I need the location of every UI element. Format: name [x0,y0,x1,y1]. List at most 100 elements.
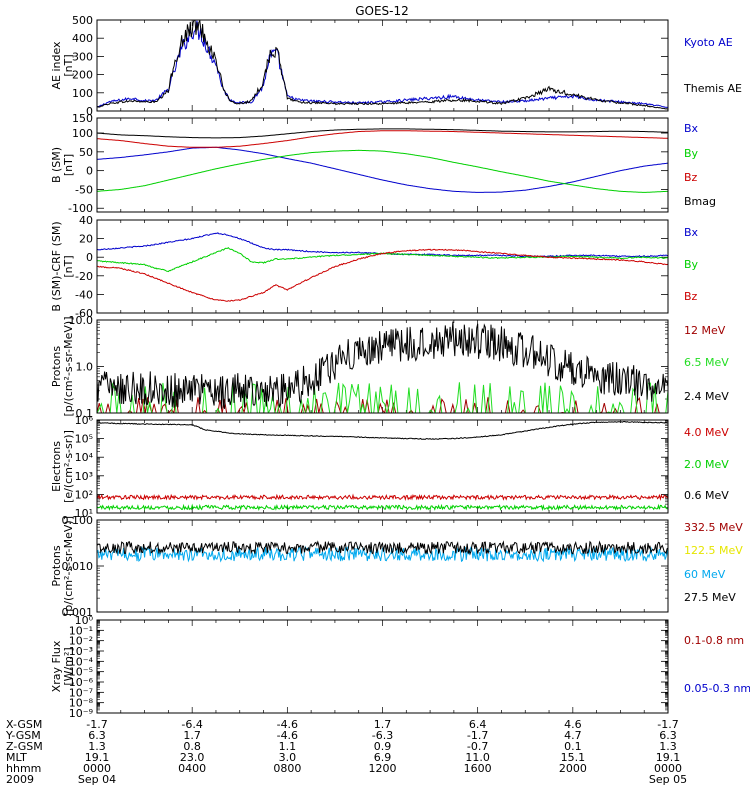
legend-entry: 122.5 MeV [684,544,743,557]
ephemeris-row-label: Z-GSM [6,740,43,753]
y-axis-label: Xray Flux[W/m²] [50,640,75,692]
panel-ae: 0 100 200 300 400 500 AE index[nT] Kyoto AE Them… [50,14,742,118]
ephemeris-cell: -1.7 [467,729,488,742]
y-tick-label: 0.001 [62,606,94,619]
panel-bd: -60 -40 -20 0 20 40 B (SM)-CRF (SM)[nT] Bx By Bz [50,214,699,320]
legend-entry: Kyoto AE [684,36,733,49]
legend-entry: 6.5 MeV [684,356,729,369]
ephemeris-cell: 1.7 [183,729,201,742]
series-bx-line [97,146,668,193]
ephemeris-row-label: Y-GSM [5,729,41,742]
panel-xray: 10⁻⁹10⁻⁸10⁻⁷10⁻⁶10⁻⁵10⁻⁴10⁻³10⁻²10⁻¹10⁰X… [50,614,750,720]
y-tick-label: 40 [79,214,93,227]
ephemeris-cell: 3.0 [279,751,297,764]
y-tick-label: 50 [79,146,93,159]
y-axis-label: Protons[p/(cm²-s-sr-MeV)] [50,317,75,417]
ephemeris-row-label: 2009 [6,773,34,786]
y-tick-label: -20 [75,270,93,283]
legend-entry: 12 MeV [684,324,726,337]
series-0-6-mev-line [97,420,668,440]
y-tick-label: 10⁵ [75,433,93,446]
y-tick-label: 10⁰ [75,614,94,627]
chart-title: GOES-12 [355,4,409,18]
y-tick-label: 0.010 [62,560,94,573]
ephemeris-cell: -0.7 [467,740,488,753]
ephemeris-cell: 15.1 [561,751,586,764]
y-tick-label: 10.0 [69,314,94,327]
ephemeris-cell: 1.3 [88,740,106,753]
legend-entry: 27.5 MeV [684,591,736,604]
panel-b: -100 -50 0 50 100 150 B (SM)[nT] Bx By Bz Bmag [50,112,716,215]
ephemeris-cell: 4.7 [564,729,582,742]
y-tick-label: 0.1 [76,407,94,420]
y-tick-label: 0.100 [62,514,94,527]
legend-entry: Bz [684,290,698,303]
y-tick-label: 10² [75,488,93,501]
panel-protons_high: 0.001 0.010 0.100Protons[p/(cm²-s-sr-MeV)]… [50,514,743,619]
legend-entry: Bx [684,226,699,239]
ephemeris-cell: 0000 [83,762,111,775]
y-tick-label: 400 [72,32,93,45]
ephemeris-cell: 0000 [654,762,682,775]
ephemeris-cell: 1.1 [279,740,297,753]
ephemeris-cell: 11.0 [465,751,490,764]
y-tick-label: 10⁴ [75,451,94,464]
ephemeris-cell: 19.1 [85,751,110,764]
y-tick-label: 1.0 [76,361,94,374]
y-tick-label: 10⁻⁶ [69,676,94,689]
ephemeris-cell: 6.9 [374,751,392,764]
y-tick-label: 10⁻⁷ [69,686,93,699]
ephemeris-cell: 19.1 [656,751,681,764]
legend-entry: 60 MeV [684,568,726,581]
ephemeris-cell: Sep 04 [78,773,116,786]
legend-entry: Bz [684,171,698,184]
y-tick-label: 10⁻⁹ [69,707,93,720]
ephemeris-cell: 1200 [369,762,397,775]
panel-frame [96,519,669,613]
ephemeris-cell: 4.6 [564,718,582,731]
ephemeris-cell: 6.3 [659,729,677,742]
legend-entry: 2.0 MeV [684,458,729,471]
y-axis-label: AE index[nT] [50,41,75,90]
y-tick-label: -40 [75,288,93,301]
y-tick-label: 0 [86,105,93,118]
series-2-0-mev-line [97,503,668,512]
panel-frame [96,19,669,112]
ephemeris-cell: 6.4 [469,718,487,731]
ephemeris-cell: -6.3 [372,729,393,742]
y-tick-label: -50 [75,183,93,196]
ephemeris-row-label: X-GSM [6,718,42,731]
series-kyoto-ae-line [97,20,668,108]
y-tick-label: 10⁻⁸ [69,697,94,710]
y-tick-label: 10⁻³ [69,645,93,658]
ephemeris-cell: 0.9 [374,740,392,753]
legend-entry: By [684,147,699,160]
y-tick-label: 300 [72,50,93,63]
ephemeris-cell: 1.3 [659,740,677,753]
panel-frame [96,219,669,314]
legend-entry: 2.4 MeV [684,390,729,403]
legend-entry: Bmag [684,195,716,208]
series-12-mev-line [97,396,668,413]
legend-entry: 0.6 MeV [684,489,729,502]
y-tick-label: 10³ [75,470,93,483]
ephemeris-cell: -1.7 [657,718,678,731]
y-tick-label: 100 [72,87,93,100]
panel-electrons: 10¹ 10² 10³ 10⁴ 10⁵ 10⁶Electrons[e/(cm²-s-sr)… [50,414,729,520]
y-tick-label: 20 [79,233,93,246]
series-4-0-mev-line [97,493,668,501]
series-bmag-line [97,128,668,139]
panel-frame [96,319,669,414]
y-tick-label: 10⁶ [75,414,94,427]
ephemeris-cell: -6.4 [181,718,202,731]
y-axis-label: Protons[p/(cm²-s-sr-MeV)] [50,516,75,616]
legend-entry: 0.1-0.8 nm [684,634,744,647]
y-tick-label: 100 [72,127,93,140]
y-tick-label: 150 [72,112,93,125]
ephemeris-cell: -1.7 [86,718,107,731]
y-tick-label: -100 [68,202,93,215]
legend-entry: Themis AE [683,82,742,95]
y-axis-label: B (SM)-CRF (SM)[nT] [50,221,75,311]
